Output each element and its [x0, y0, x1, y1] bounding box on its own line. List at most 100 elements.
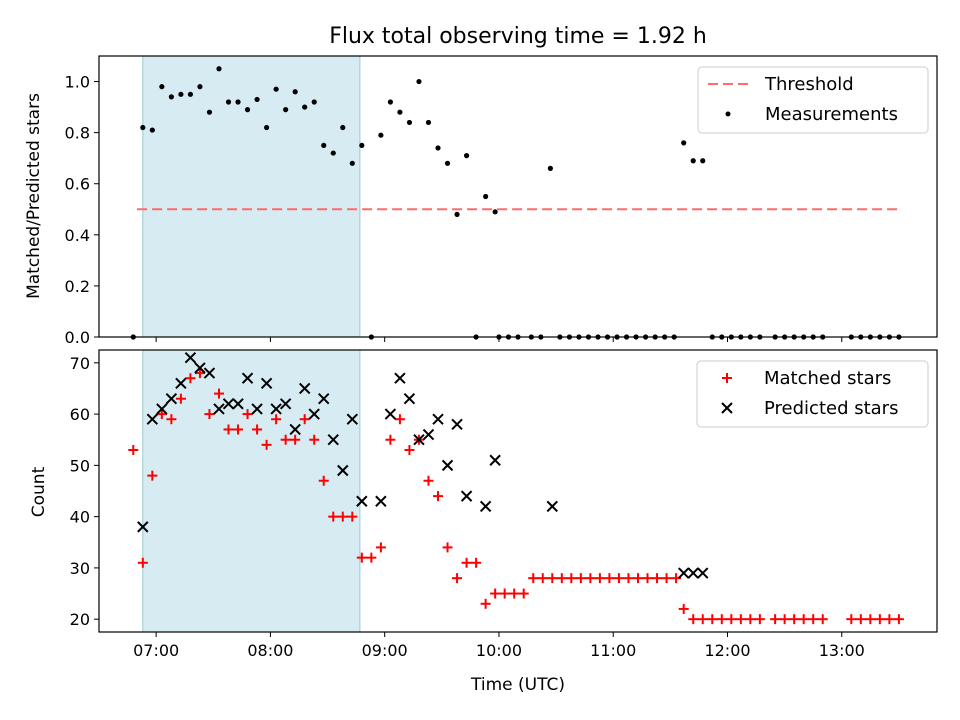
matched-star-point — [366, 552, 377, 563]
matched-star-point — [166, 414, 177, 425]
matched-star-point — [375, 542, 386, 553]
ratio-y-axis: 0.0 0.2 0.4 0.6 0.8 1.0 — [65, 73, 99, 347]
matched-star-point — [318, 475, 329, 486]
matched-star-point — [252, 424, 263, 435]
measurement-point — [387, 99, 393, 105]
predicted-star-point — [451, 418, 463, 431]
predicted-star-point — [384, 408, 397, 420]
matched-star-point — [642, 573, 653, 584]
matched-star-point — [632, 573, 643, 584]
matched-star-point — [328, 511, 339, 522]
matched-star-point — [175, 393, 186, 404]
measurement-point — [330, 150, 336, 156]
predicted-star-point — [403, 393, 416, 405]
measurement-point — [547, 165, 553, 171]
matched-star-point — [770, 614, 781, 625]
legend-measurements-label: Measurements — [765, 104, 898, 125]
predicted-star-point — [337, 464, 349, 477]
matched-star-point — [817, 614, 828, 625]
matched-star-point — [707, 614, 718, 625]
predicted-star-point — [697, 567, 709, 579]
measurement-point — [302, 104, 308, 110]
predicted-star-point — [184, 351, 197, 364]
measurement-point — [206, 109, 213, 115]
matched-star-point — [697, 614, 708, 625]
predicted-star-point — [222, 398, 235, 410]
matched-star-point — [147, 470, 158, 481]
matched-star-point — [233, 424, 244, 435]
legend-matched-marker — [722, 373, 732, 383]
predicted-star-point — [203, 367, 216, 379]
y-tick-label: 50 — [70, 456, 90, 475]
measurement-point — [406, 119, 413, 126]
predicted-star-point — [194, 362, 206, 374]
measurement-point — [435, 145, 441, 151]
predicted-star-point — [146, 413, 159, 425]
matched-star-point — [242, 409, 253, 420]
measurement-point — [311, 99, 317, 105]
predicted-star-point — [327, 434, 339, 446]
measurement-point — [244, 107, 251, 113]
matched-star-point — [337, 511, 348, 522]
predicted-star-point — [260, 377, 273, 390]
x-tick-label: 09:00 — [362, 641, 408, 660]
x-tick-label: 11:00 — [590, 641, 636, 660]
matched-star-point — [156, 409, 167, 420]
matched-star-point — [518, 588, 529, 599]
measurement-point — [149, 127, 155, 133]
matched-star-point — [745, 614, 756, 625]
matched-star-point — [185, 373, 196, 384]
matched-star-point — [623, 573, 634, 584]
predicted-star-point — [394, 372, 406, 384]
matched-star-point — [884, 614, 895, 625]
matched-star-point — [779, 614, 790, 625]
predicted-star-point — [441, 459, 454, 472]
predicted-star-point — [346, 413, 359, 425]
predicted-star-point — [270, 403, 282, 415]
matched-star-point — [528, 573, 539, 584]
matched-star-point — [726, 614, 737, 625]
matched-star-point — [309, 434, 320, 445]
predicted-star-point — [289, 423, 301, 436]
legend-threshold-label: Threshold — [764, 74, 854, 95]
measurement-point — [321, 142, 327, 149]
predicted-star-point — [241, 372, 254, 384]
matched-star-point — [452, 573, 463, 584]
matched-star-point — [547, 573, 558, 584]
measurement-point — [681, 140, 687, 146]
matched-star-point — [128, 444, 139, 455]
predicted-stars-points — [137, 351, 709, 579]
y-tick-label: 0.2 — [65, 277, 90, 296]
ratio-legend-box — [697, 66, 929, 134]
measurement-point — [425, 119, 432, 126]
x-tick-label: 08:00 — [247, 641, 293, 660]
predicted-star-point — [546, 500, 558, 513]
y-tick-label: 60 — [70, 405, 90, 424]
legend-predicted-marker — [721, 402, 733, 414]
count-highlight-span — [142, 349, 361, 633]
matched-star-point — [893, 614, 904, 625]
matched-star-point — [808, 614, 819, 625]
predicted-star-point — [432, 413, 444, 425]
measurement-point — [444, 160, 451, 166]
count-y-axis: 20 30 40 50 60 70 — [70, 354, 99, 629]
ratio-plot-frame — [98, 55, 938, 338]
predicted-star-point — [356, 495, 368, 507]
x-tick-label: 07:00 — [133, 641, 179, 660]
matched-star-point — [385, 434, 396, 445]
predicted-star-point — [677, 567, 690, 579]
chart-title: Flux total observing time = 1.92 h — [329, 24, 707, 49]
matched-star-point — [404, 444, 415, 455]
predicted-star-point — [232, 398, 244, 410]
measurement-point — [463, 153, 470, 159]
measurement-point — [359, 142, 365, 149]
predicted-star-point — [251, 403, 263, 415]
count-panel: 20 30 40 50 60 70 07:00 08:00 09:00 10:00 11:00 12… — [29, 349, 938, 695]
matched-star-point — [204, 409, 215, 420]
matched-star-point — [356, 552, 367, 563]
y-tick-label: 20 — [70, 610, 90, 629]
predicted-star-point — [460, 490, 473, 502]
predicted-star-point — [489, 454, 501, 466]
y-tick-label: 1.0 — [65, 73, 90, 92]
